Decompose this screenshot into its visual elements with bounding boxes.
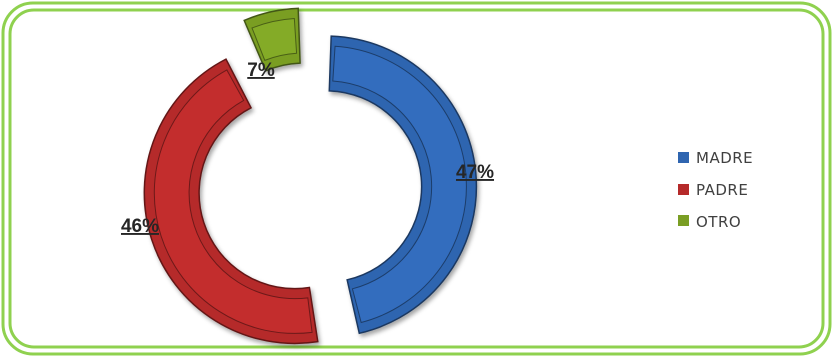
frame-inner-border bbox=[8, 8, 825, 349]
legend-label-madre: MADRE bbox=[696, 149, 753, 167]
legend: MADRE PADRE OTRO bbox=[678, 149, 753, 231]
legend-swatch-otro bbox=[678, 215, 689, 226]
legend-swatch-madre bbox=[678, 152, 689, 163]
slice-label-padre: 46% bbox=[121, 216, 159, 237]
slice-label-madre: 47% bbox=[456, 162, 494, 183]
doughnut-slices bbox=[143, 7, 478, 345]
slice-label-otro: 7% bbox=[247, 60, 275, 81]
legend-label-otro: OTRO bbox=[696, 213, 741, 231]
slice-bevel-madre bbox=[332, 45, 467, 324]
legend-label-padre: PADRE bbox=[696, 181, 748, 199]
slice-bevel-otro bbox=[251, 18, 298, 62]
slice-bevel-padre bbox=[153, 69, 313, 334]
legend-swatch-padre bbox=[678, 184, 689, 195]
